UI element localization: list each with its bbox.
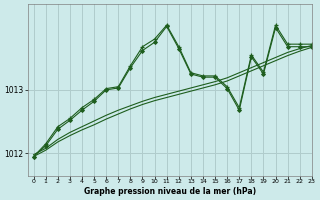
X-axis label: Graphe pression niveau de la mer (hPa): Graphe pression niveau de la mer (hPa) — [84, 187, 256, 196]
